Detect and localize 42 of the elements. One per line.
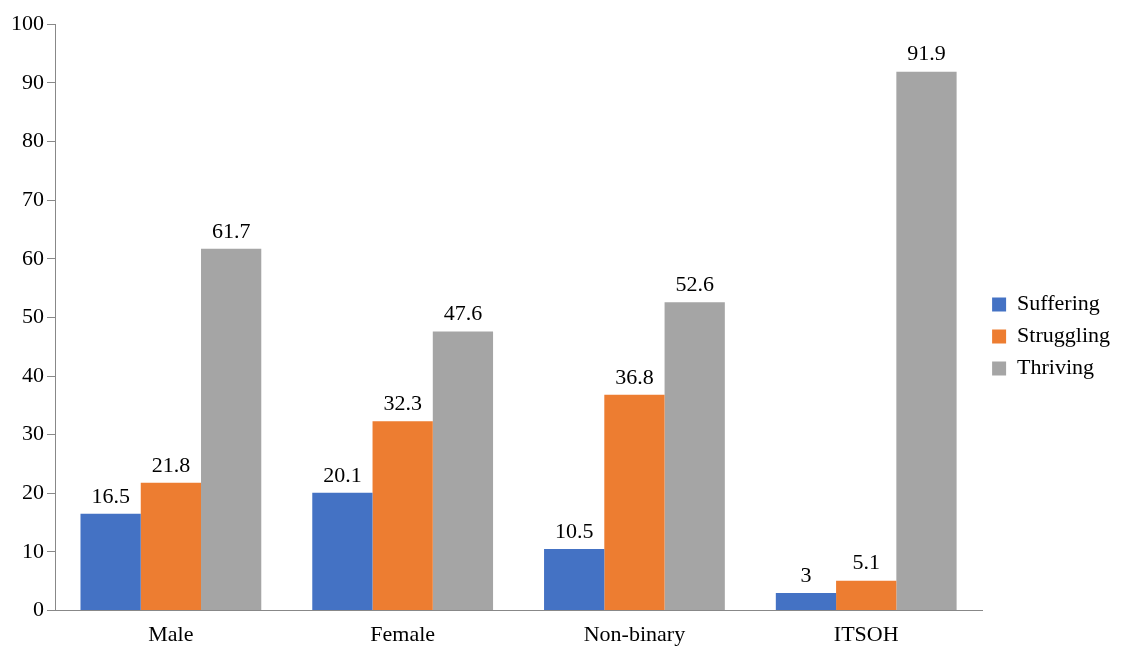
data-label: 47.6 (443, 300, 483, 326)
bar (140, 482, 202, 611)
bar (312, 492, 373, 611)
y-tick-label: 100 (11, 9, 44, 35)
data-label: 20.1 (323, 461, 362, 487)
y-tick-label: 60 (22, 244, 44, 270)
x-tick-label: Non-binary (583, 620, 686, 646)
bar (544, 549, 605, 611)
data-label: 16.5 (91, 482, 130, 508)
x-tick-label: Female (370, 620, 436, 646)
y-tick-label: 10 (22, 537, 44, 563)
data-label: 5.1 (852, 549, 880, 575)
y-tick-label: 40 (22, 361, 44, 387)
data-label: 3 (800, 561, 812, 587)
bar (201, 248, 262, 611)
data-label: 61.7 (211, 217, 251, 243)
y-tick-label: 70 (22, 185, 44, 211)
bar (664, 302, 725, 611)
legend-label: Struggling (1017, 322, 1111, 348)
bar (604, 394, 665, 611)
x-tick-label: Male (148, 620, 194, 646)
bar (775, 593, 837, 611)
bar (80, 513, 141, 611)
data-label: 21.8 (151, 451, 191, 477)
legend-label: Suffering (1017, 290, 1100, 316)
y-tick-label: 30 (22, 420, 44, 446)
y-tick-label: 0 (33, 596, 44, 622)
y-tick-label: 90 (22, 68, 44, 94)
data-label: 91.9 (907, 40, 946, 66)
data-label: 10.5 (554, 517, 594, 543)
y-tick-label: 80 (22, 127, 44, 153)
data-label: 52.6 (675, 270, 714, 296)
legend-label: Thriving (1017, 354, 1095, 380)
y-tick-label: 50 (22, 303, 44, 329)
data-label: 32.3 (383, 389, 422, 415)
bar (372, 421, 433, 611)
bar (836, 580, 897, 611)
bar (896, 71, 957, 611)
x-tick-label: ITSOH (833, 620, 899, 646)
bar (432, 331, 494, 611)
data-label: 36.8 (615, 363, 654, 389)
y-tick-label: 20 (22, 479, 44, 505)
